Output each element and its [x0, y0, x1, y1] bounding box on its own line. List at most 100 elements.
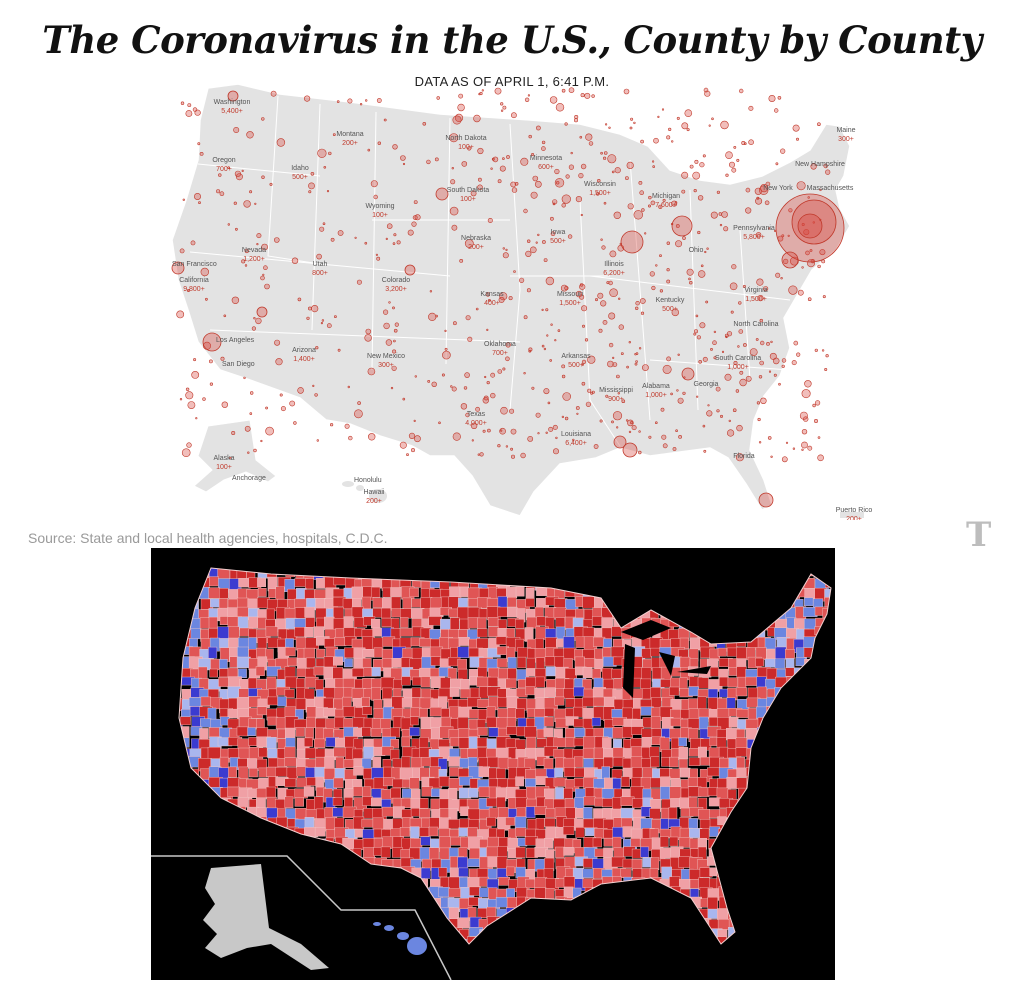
- case-bubble: [737, 345, 740, 348]
- county-cell: [208, 807, 217, 819]
- county-cell: [553, 737, 567, 748]
- county-cell: [776, 897, 788, 912]
- county-cell: [709, 667, 719, 677]
- county-cell: [661, 908, 675, 918]
- county-cell: [671, 909, 682, 923]
- case-bubble: [500, 406, 508, 415]
- case-bubble: [647, 204, 651, 208]
- county-cell: [246, 828, 261, 841]
- county-cell: [179, 606, 185, 621]
- county-cell: [573, 706, 583, 718]
- county-cell: [296, 908, 308, 923]
- case-bubble: [328, 151, 332, 156]
- inset-frame-lines: [151, 855, 452, 980]
- county-cell: [486, 939, 500, 944]
- county-cell: [825, 786, 831, 797]
- county-cell: [709, 608, 723, 618]
- county-cell: [688, 568, 700, 573]
- case-bubble: [347, 98, 353, 104]
- case-bubble: [575, 195, 583, 203]
- county-cell: [803, 668, 814, 683]
- county-cell: [651, 948, 660, 962]
- case-bubble: [457, 103, 465, 112]
- county-cell: [678, 747, 689, 759]
- case-bubble: [704, 90, 711, 97]
- county-cell: [765, 868, 775, 878]
- county-cell: [458, 636, 470, 646]
- county-cell: [400, 617, 409, 628]
- case-bubble: [721, 350, 725, 354]
- county-cell: [775, 588, 789, 601]
- case-bubble: [459, 258, 464, 263]
- county-cell: [834, 847, 835, 856]
- case-bubble: [741, 140, 746, 145]
- case-bubble: [541, 146, 546, 151]
- case-bubble: [487, 218, 493, 224]
- case-bubble: [686, 128, 690, 132]
- case-bubble: [738, 329, 744, 334]
- county-cell: [670, 608, 680, 620]
- county-cell: [747, 626, 758, 640]
- case-bubble: [742, 285, 746, 289]
- county-cell: [756, 576, 770, 588]
- county-cell: [469, 886, 481, 896]
- case-bubble: [185, 110, 193, 117]
- case-bubble: [465, 412, 470, 418]
- county-cell: [737, 868, 746, 883]
- county-cell: [227, 777, 241, 788]
- state-value-texas: 4,000+: [465, 420, 487, 427]
- county-cell: [499, 948, 508, 962]
- county-cell: [669, 836, 679, 847]
- case-bubble: [253, 317, 256, 320]
- case-bubble: [801, 223, 805, 227]
- county-cell: [486, 738, 497, 750]
- case-bubble: [402, 162, 406, 166]
- case-bubble: [651, 285, 656, 291]
- county-cell: [707, 767, 721, 777]
- county-cell: [515, 776, 525, 787]
- case-bubble: [530, 191, 538, 199]
- county-cell: [660, 599, 674, 614]
- case-bubble: [554, 178, 565, 188]
- county-cell: [593, 557, 603, 567]
- case-bubble: [572, 438, 575, 442]
- case-bubble: [311, 305, 319, 313]
- case-bubble: [413, 419, 416, 423]
- case-bubble: [176, 310, 185, 319]
- county-cell: [236, 726, 249, 737]
- county-cell: [833, 748, 835, 760]
- county-cell: [410, 808, 421, 817]
- county-cell: [784, 776, 796, 786]
- case-bubble: [580, 163, 587, 170]
- case-bubble: [756, 401, 761, 405]
- county-cell: [390, 888, 400, 902]
- case-bubble: [411, 221, 417, 227]
- county-cell: [209, 816, 222, 832]
- county-cell: [756, 878, 766, 890]
- case-bubble: [251, 326, 256, 331]
- case-bubble: [759, 360, 765, 366]
- case-bubble: [617, 392, 620, 395]
- county-cell: [534, 688, 545, 699]
- case-bubble: [543, 347, 547, 351]
- county-cell: [784, 568, 795, 573]
- county-cell: [361, 818, 375, 828]
- county-cell: [332, 807, 345, 817]
- county-cell: [496, 658, 508, 668]
- county-cell: [765, 747, 780, 760]
- case-bubble: [625, 419, 629, 422]
- county-cell: [399, 627, 413, 637]
- county-cell: [390, 787, 402, 799]
- county-cell: [525, 806, 536, 819]
- county-cell: [277, 847, 290, 862]
- county-cell: [297, 657, 308, 670]
- case-bubble: [697, 270, 706, 278]
- county-cell: [726, 776, 738, 789]
- case-bubble: [661, 108, 665, 111]
- case-bubble: [660, 407, 665, 412]
- county-cell: [210, 798, 220, 810]
- county-cell: [362, 867, 373, 876]
- county-cell: [736, 628, 748, 640]
- county-cell: [303, 786, 315, 797]
- case-bubble: [235, 227, 238, 231]
